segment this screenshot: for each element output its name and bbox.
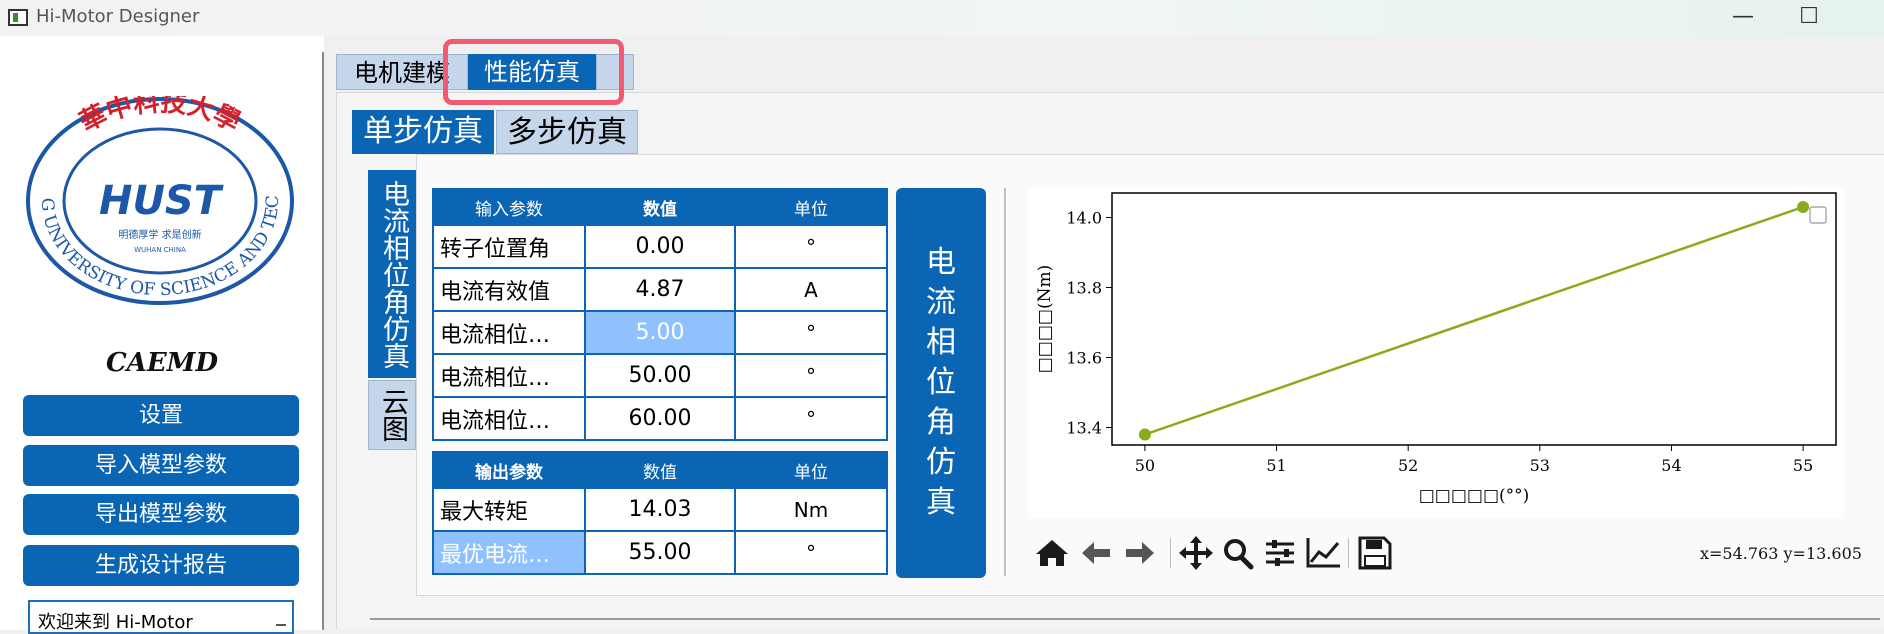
x-axis-label: □□□□□(°°) (1419, 486, 1530, 506)
edit-axis-icon[interactable] (1304, 536, 1342, 570)
maximize-button[interactable]: ☐ (1799, 4, 1819, 29)
table-row: 电流相位… 50.00 ° (432, 353, 888, 398)
welcome-text: 欢迎来到 Hi-Motor (38, 612, 193, 633)
table-row: 转子位置角 0.00 ° (432, 224, 888, 269)
row-label: 电流相位… (432, 310, 586, 355)
back-icon[interactable] (1078, 536, 1114, 570)
tab-performance-simulation[interactable]: 性能仿真 (468, 54, 596, 90)
run-phase-sim-button[interactable]: 电流相位角仿真 (896, 188, 986, 578)
generate-report-button[interactable]: 生成设计报告 (23, 545, 299, 586)
row-unit: ° (734, 530, 888, 575)
row-unit: ° (734, 310, 888, 355)
svg-text:明德厚学 求是创新: 明德厚学 求是创新 (118, 228, 201, 241)
x-tick-label: 55 (1793, 456, 1813, 475)
torque-chart[interactable]: 50 51 52 53 54 55 13.4 13.6 13.8 14.0 □□□□□(°°) □□□… (1028, 188, 1844, 518)
y-tick-label: 13.6 (1066, 349, 1102, 368)
subtab-multi-step[interactable]: 多步仿真 (496, 110, 638, 154)
save-icon[interactable] (1356, 536, 1392, 570)
subtab-single-step[interactable]: 单步仿真 (352, 110, 494, 154)
plot-toolbar (1030, 532, 1410, 574)
brand-label: CAEMD (105, 348, 218, 378)
vtab-contour[interactable]: 云图 (368, 380, 416, 450)
output-header-value: 数值 (584, 451, 736, 489)
table-row: 电流有效值 4.87 A (432, 267, 888, 312)
zoom-icon[interactable] (1220, 536, 1256, 570)
row-label-selected[interactable]: 最优电流… (432, 530, 586, 575)
y-tick-label: 14.0 (1066, 209, 1102, 228)
app-icon (8, 9, 28, 26)
splitter[interactable] (1004, 188, 1006, 576)
panel-divider[interactable] (322, 52, 324, 630)
y-tick-label: 13.8 (1066, 279, 1102, 298)
row-label: 电流相位… (432, 353, 586, 398)
x-tick-label: 52 (1398, 456, 1418, 475)
cursor-coordinates: x=54.763 y=13.605 (1700, 544, 1862, 563)
data-point[interactable] (1797, 201, 1810, 213)
row-label: 转子位置角 (432, 224, 586, 269)
y-axis-label: □□□□(Nm) (1035, 265, 1055, 374)
data-point[interactable] (1138, 428, 1151, 441)
pan-icon[interactable] (1178, 536, 1214, 570)
row-unit: ° (734, 224, 888, 269)
x-tick-label: 51 (1266, 456, 1286, 475)
row-value: 14.03 (584, 487, 736, 532)
import-params-button[interactable]: 导入模型参数 (23, 445, 299, 486)
title-bar: Hi-Motor Designer — ☐ (0, 0, 1884, 36)
x-tick-label: 53 (1530, 456, 1550, 475)
row-value[interactable]: 60.00 (584, 396, 736, 441)
row-label: 最大转矩 (432, 487, 586, 532)
row-unit: Nm (734, 487, 888, 532)
row-unit: A (734, 267, 888, 312)
window-title: Hi-Motor Designer (36, 6, 200, 27)
configure-icon[interactable] (1262, 536, 1298, 570)
row-value[interactable]: 4.87 (584, 267, 736, 312)
row-value-selected[interactable]: 5.00 (584, 310, 736, 355)
legend-box[interactable] (1809, 206, 1827, 224)
row-value[interactable]: 0.00 (584, 224, 736, 269)
table-row: 电流相位… 60.00 ° (432, 396, 888, 441)
y-tick-label: 13.4 (1066, 419, 1102, 438)
svg-text:HUST: HUST (99, 178, 224, 224)
row-value[interactable]: 50.00 (584, 353, 736, 398)
series-line (1144, 205, 1804, 436)
forward-icon[interactable] (1122, 536, 1158, 570)
output-table: 输出参数 数值 单位 最大转矩 14.03 Nm 最优电流… 55.00 ° (432, 451, 888, 575)
table-row: 电流相位… 5.00 ° (432, 310, 888, 355)
row-value: 55.00 (584, 530, 736, 575)
input-header-param: 输入参数 (432, 188, 586, 226)
row-unit: ° (734, 396, 888, 441)
university-logo: 華中科技大學 HUAZHONG UNIVERSITY OF SCIENCE AN… (24, 96, 294, 305)
output-header-unit: 单位 (734, 451, 888, 489)
x-tick-label: 54 (1661, 456, 1681, 475)
welcome-log[interactable]: 欢迎来到 Hi-Motor (28, 600, 294, 634)
bottom-divider (370, 618, 1880, 620)
row-unit: ° (734, 353, 888, 398)
row-label: 电流相位… (432, 396, 586, 441)
input-header-value: 数值 (584, 188, 736, 226)
home-icon[interactable] (1034, 536, 1070, 570)
svg-text:WUHAN CHINA: WUHAN CHINA (134, 246, 186, 254)
minimize-button[interactable]: — (1732, 4, 1754, 29)
output-header-param: 输出参数 (432, 451, 586, 489)
table-row: 最优电流… 55.00 ° (432, 530, 888, 575)
input-table: 输入参数 数值 单位 转子位置角 0.00 ° 电流有效值 4.87 A 电流相… (432, 188, 888, 441)
run-button-label: 电流相位角仿真 (926, 245, 956, 520)
x-tick-label: 50 (1135, 456, 1155, 475)
row-label: 电流有效值 (432, 267, 586, 312)
input-header-unit: 单位 (734, 188, 888, 226)
table-row: 最大转矩 14.03 Nm (432, 487, 888, 532)
scroll-down-icon[interactable] (276, 618, 286, 626)
settings-button[interactable]: 设置 (23, 395, 299, 436)
highlight-box (443, 39, 624, 105)
export-params-button[interactable]: 导出模型参数 (23, 494, 299, 535)
vtab-phase-angle-sim[interactable]: 电流相位角仿真 (368, 170, 416, 378)
tab-overflow[interactable] (596, 54, 634, 90)
